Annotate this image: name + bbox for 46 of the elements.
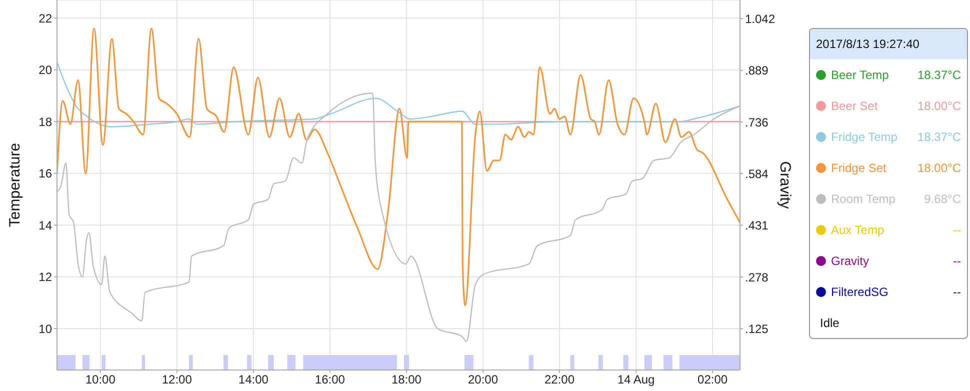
legend-label: Fridge Temp bbox=[831, 130, 898, 144]
x-tick-label: 14:00 bbox=[238, 372, 269, 387]
legend-label: Gravity bbox=[831, 254, 870, 268]
y-tick-label: 10 bbox=[38, 322, 52, 336]
x-tick-label: 18:00 bbox=[391, 372, 422, 387]
x-tick-label: 20:00 bbox=[468, 372, 498, 387]
text: 2017/8/13 19:27:40 bbox=[810, 29, 967, 59]
text: 18.37°C bbox=[918, 68, 961, 82]
y2-tick-label: .431 bbox=[745, 218, 769, 233]
x-tick-label: 12:00 bbox=[162, 372, 192, 387]
x-tick-label: 22:00 bbox=[544, 372, 575, 387]
y2-tick-label: 1.042 bbox=[745, 12, 776, 26]
text: 18.00°C bbox=[918, 98, 961, 112]
x-tick-label: 10:00 bbox=[85, 372, 116, 387]
y-axis-title: Temperature bbox=[6, 142, 24, 228]
text: -- bbox=[953, 284, 961, 298]
legend-label: FilteredSG bbox=[831, 284, 890, 298]
y2-axis-title: Gravity bbox=[776, 161, 794, 210]
text: 9.68°C bbox=[924, 192, 961, 206]
line-series bbox=[57, 92, 740, 342]
y-tick-label: 14 bbox=[38, 218, 52, 232]
line-series bbox=[57, 28, 740, 306]
y-tick-label: 16 bbox=[38, 166, 52, 181]
text: 18.37°C bbox=[918, 130, 961, 144]
y2-tick-label: .278 bbox=[745, 270, 769, 284]
legend-label: Beer Temp bbox=[831, 68, 890, 82]
y-tick-label: 18 bbox=[38, 114, 52, 129]
legend-label: Aux Temp bbox=[831, 222, 886, 236]
line-series bbox=[57, 62, 740, 128]
text: -- bbox=[953, 222, 961, 236]
y2-tick-label: .125 bbox=[745, 322, 769, 336]
legend-label: Beer Set bbox=[831, 98, 879, 112]
y2-tick-label: .889 bbox=[745, 64, 769, 78]
x-tick-label: 14 Aug bbox=[617, 372, 655, 387]
text: -- bbox=[953, 254, 961, 268]
text: Idle bbox=[819, 314, 840, 332]
text: 18.00°C bbox=[918, 160, 961, 174]
y-tick-label: 12 bbox=[38, 270, 52, 284]
x-tick-label: 16:00 bbox=[314, 372, 346, 387]
y2-tick-label: .736 bbox=[745, 115, 769, 130]
y2-tick-label: .584 bbox=[745, 166, 769, 181]
y-tick-label: 22 bbox=[38, 11, 52, 26]
legend-label: Fridge Set bbox=[831, 160, 888, 174]
y-tick-label: 20 bbox=[38, 63, 52, 78]
legend-label: Room Temp bbox=[831, 192, 896, 206]
x-tick-label: 02:00 bbox=[698, 372, 728, 387]
